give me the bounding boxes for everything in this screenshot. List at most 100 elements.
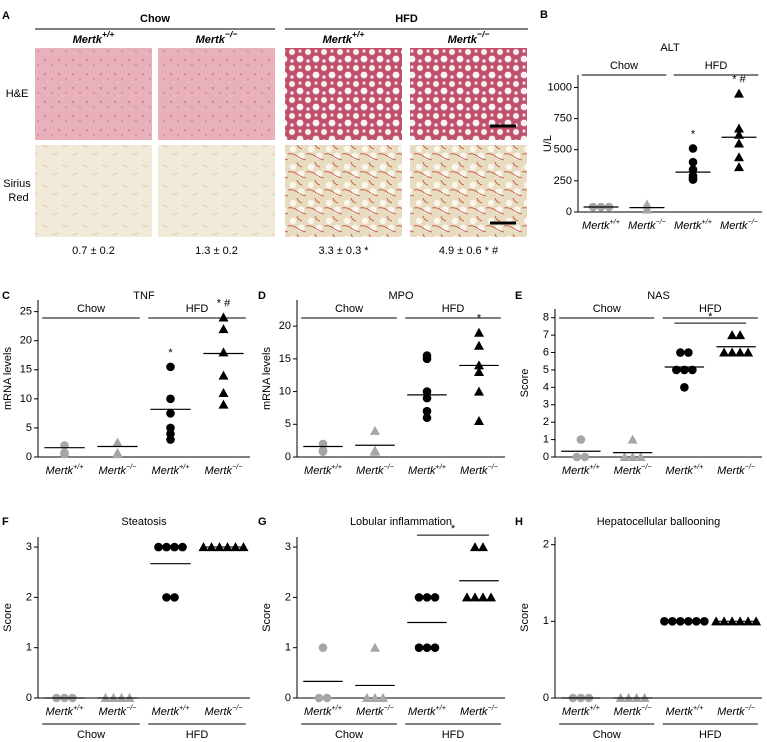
significance-label: * #	[217, 297, 231, 309]
significance-label: * #	[732, 74, 746, 86]
data-point	[680, 365, 689, 375]
data-point	[743, 347, 754, 357]
group-label: Chow	[77, 729, 105, 741]
y-tick-label: 20	[20, 335, 32, 347]
chart-title: ALT	[660, 42, 680, 54]
y-axis-label: U/L	[542, 135, 554, 152]
x-tick-label: Mertk−/−	[205, 462, 243, 477]
group-label: HFD	[699, 303, 722, 315]
y-tick-label: 2	[26, 591, 32, 603]
panel-letter: G	[258, 516, 267, 528]
x-tick-label: Mertk−/−	[614, 462, 652, 477]
data-point	[727, 347, 738, 357]
y-tick-label: 2	[543, 539, 549, 551]
data-point	[734, 162, 744, 172]
data-point	[112, 437, 123, 447]
data-point	[711, 616, 722, 626]
y-tick-label: 500	[554, 144, 572, 156]
data-point	[734, 129, 744, 139]
data-point	[572, 452, 582, 462]
data-point	[470, 592, 480, 602]
histology-image	[158, 145, 275, 237]
x-tick-label: Mertk+/+	[152, 462, 190, 477]
y-tick-label: 0	[285, 451, 291, 463]
group-label: HFD	[442, 303, 465, 315]
y-tick-label: 5	[285, 418, 291, 430]
data-point	[474, 416, 484, 426]
histology-image	[35, 145, 152, 237]
x-tick-label: Mertk−/−	[205, 703, 243, 718]
x-tick-label: Mertk+/+	[562, 462, 600, 477]
column-label: Mertk−/−	[448, 29, 490, 45]
y-tick-label: 1	[543, 615, 549, 627]
x-tick-label: Mertk+/+	[46, 462, 84, 477]
data-point	[642, 203, 652, 213]
data-point	[162, 593, 171, 602]
quantification: 4.9 ± 0.6 * #	[439, 245, 499, 257]
y-axis-label: Score	[261, 603, 273, 632]
data-point	[576, 435, 586, 444]
data-point	[422, 387, 432, 396]
group-label: Chow	[335, 729, 363, 741]
data-point	[474, 340, 484, 350]
significance-label: *	[477, 313, 482, 325]
group-label: HFD	[442, 729, 465, 741]
data-point	[478, 592, 488, 602]
y-axis-label: mRNA levels	[2, 347, 14, 410]
data-point	[734, 138, 744, 148]
data-point	[422, 406, 432, 416]
group-label: HFD	[699, 729, 722, 741]
data-point	[580, 452, 590, 462]
x-tick-label: Mertk+/+	[408, 462, 446, 477]
data-point	[170, 593, 179, 602]
data-point	[422, 393, 432, 403]
data-point	[218, 324, 229, 334]
panel-letter: C	[2, 290, 10, 302]
panel-letter: F	[2, 516, 9, 528]
significance-label: *	[708, 311, 713, 323]
y-tick-label: 1000	[548, 81, 572, 93]
data-point	[700, 617, 709, 626]
y-tick-label: 0	[285, 692, 291, 704]
chart-title: NAS	[647, 290, 670, 302]
x-tick-label: Mertk−/−	[460, 462, 498, 477]
data-point	[218, 399, 229, 409]
data-point	[318, 446, 328, 455]
y-tick-label: 15	[279, 353, 291, 365]
chart-title: Steatosis	[121, 516, 167, 528]
y-tick-label: 1	[285, 642, 291, 654]
y-tick-label: 2	[285, 591, 291, 603]
data-point	[751, 616, 762, 626]
group-label: HFD	[186, 303, 209, 315]
group-header: HFD	[395, 13, 418, 25]
group-label: HFD	[186, 729, 209, 741]
data-point	[688, 157, 698, 167]
group-label: Chow	[593, 303, 621, 315]
data-point	[218, 370, 229, 380]
data-point	[370, 445, 380, 455]
x-tick-label: Mertk+/+	[152, 703, 190, 718]
quantification: 1.3 ± 0.2	[195, 245, 238, 257]
histology-image	[158, 48, 275, 140]
data-point	[430, 643, 440, 652]
data-point	[474, 386, 484, 396]
group-label: Chow	[593, 729, 621, 741]
data-point	[735, 330, 746, 340]
data-point	[474, 327, 484, 337]
data-point	[627, 452, 638, 461]
data-point	[378, 693, 388, 702]
data-point	[727, 330, 738, 340]
x-tick-label: Mertk−/−	[717, 462, 755, 477]
y-tick-label: 25	[20, 306, 32, 318]
y-tick-label: 0	[26, 451, 32, 463]
data-point	[318, 643, 328, 652]
data-point	[60, 441, 69, 450]
y-tick-label: 1	[26, 642, 32, 654]
y-tick-label: 3	[285, 541, 291, 553]
data-point	[166, 394, 175, 404]
data-point	[166, 362, 175, 372]
data-point	[688, 365, 697, 375]
x-tick-label: Mertk−/−	[614, 703, 652, 718]
data-point	[688, 175, 698, 184]
